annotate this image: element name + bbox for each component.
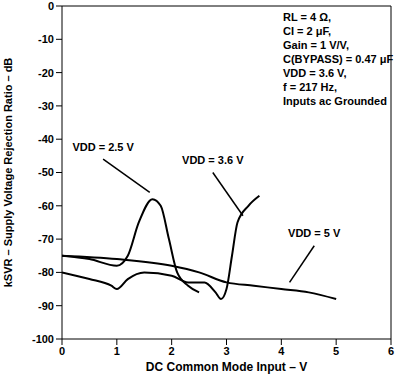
svg-text:0: 0 — [48, 0, 54, 12]
svg-text:DC Common Mode Input – V: DC Common Mode Input – V — [146, 360, 307, 374]
svg-text:-70: -70 — [38, 233, 54, 245]
svg-text:-100: -100 — [32, 333, 54, 345]
html-text:C(BYPASS) = 0.47 μF: C(BYPASS) = 0.47 μF — [283, 53, 394, 65]
svg-text:VDD = 3.6 V: VDD = 3.6 V — [182, 154, 244, 166]
svg-text:0: 0 — [59, 345, 65, 357]
svg-text:VDD = 5 V: VDD = 5 V — [288, 227, 341, 239]
svg-text:4: 4 — [278, 345, 285, 357]
svg-text:-60: -60 — [38, 200, 54, 212]
svg-text:-80: -80 — [38, 266, 54, 278]
svg-text:1: 1 — [114, 345, 120, 357]
svg-text:-20: -20 — [38, 67, 54, 79]
svg-text:-90: -90 — [38, 300, 54, 312]
html-text:RL = 4 Ω,: RL = 4 Ω, — [283, 11, 332, 23]
svg-text:2: 2 — [169, 345, 175, 357]
svg-text:3: 3 — [223, 345, 229, 357]
svg-text:-10: -10 — [38, 33, 54, 45]
html-text:Inputs ac Grounded: Inputs ac Grounded — [283, 95, 387, 107]
html-text:f = 217 Hz,: f = 217 Hz, — [283, 81, 338, 93]
html-text:VDD = 3.6 V,: VDD = 3.6 V, — [283, 67, 347, 79]
svg-text:VDD = 2.5 V: VDD = 2.5 V — [72, 141, 134, 153]
svg-text:5: 5 — [333, 345, 339, 357]
svg-text:-30: -30 — [38, 100, 54, 112]
html-text:Gain = 1 V/V,: Gain = 1 V/V, — [283, 39, 349, 51]
html-text:CI = 2 μF,: CI = 2 μF, — [283, 25, 331, 37]
svg-text:kSVR – Supply Voltage Rejectio: kSVR – Supply Voltage Rejection Ratio – … — [8, 58, 14, 288]
svg-text:6: 6 — [388, 345, 391, 357]
svg-text:-40: -40 — [38, 133, 54, 145]
svg-text:-50: -50 — [38, 166, 54, 178]
